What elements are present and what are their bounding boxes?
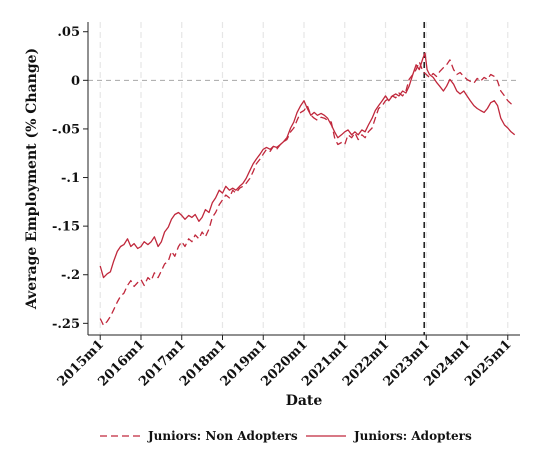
- y-tick-label: -.25: [52, 317, 80, 332]
- axes: [87, 22, 520, 336]
- legend: Juniors: Non Adopters Juniors: Adopters: [100, 429, 472, 443]
- x-ticks: 2015m12016m12017m12018m12019m12020m12021…: [55, 335, 515, 390]
- series-line-non-adopters: [99, 59, 515, 326]
- series-line-adopters: [99, 52, 516, 279]
- legend-label-non-adopters: Juniors: Non Adopters: [147, 429, 298, 443]
- y-tick-label: -.15: [52, 220, 80, 235]
- legend-label-adopters: Juniors: Adopters: [353, 429, 472, 443]
- grid-lines: [99, 22, 509, 335]
- y-tick-label: 0: [71, 74, 80, 89]
- y-tick-label: .05: [57, 25, 80, 40]
- y-tick-label: -.05: [52, 122, 80, 137]
- y-ticks: .05 0 -.05 -.1 -.15 -.2 -.25: [52, 25, 88, 332]
- series-lines: [99, 52, 516, 326]
- y-tick-label: -.1: [61, 171, 80, 186]
- x-axis-label: Date: [286, 393, 323, 409]
- y-tick-label: -.2: [61, 268, 80, 283]
- y-axis-label: Average Employment (% Change): [24, 48, 40, 310]
- reference-lines: [88, 22, 520, 335]
